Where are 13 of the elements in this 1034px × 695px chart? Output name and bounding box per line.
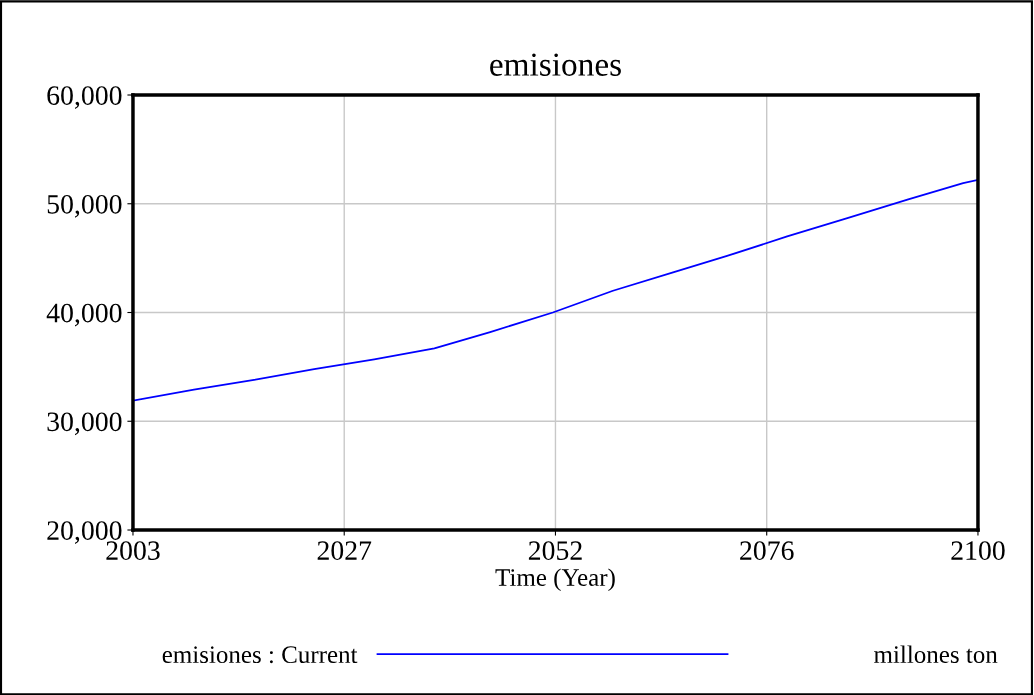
x-axis-title: Time (Year) [495, 568, 615, 592]
y-tick-label: 40,000 [46, 303, 122, 327]
y-tick-label: 60,000 [47, 86, 122, 109]
line-series [132, 178, 978, 402]
x-tick-label: 2052 [528, 541, 582, 560]
x-tick-label: 2076 [740, 541, 794, 560]
text: millones ton [874, 645, 998, 664]
text: emisiones : Current [162, 646, 358, 664]
chart-title: emisiones [490, 53, 621, 76]
y-tick-label: 50,000 [47, 194, 122, 218]
x-tick-label: 2027 [317, 541, 372, 560]
x-tick-label: 2100 [951, 541, 1005, 560]
y-tick-label: 30,000 [47, 412, 122, 436]
